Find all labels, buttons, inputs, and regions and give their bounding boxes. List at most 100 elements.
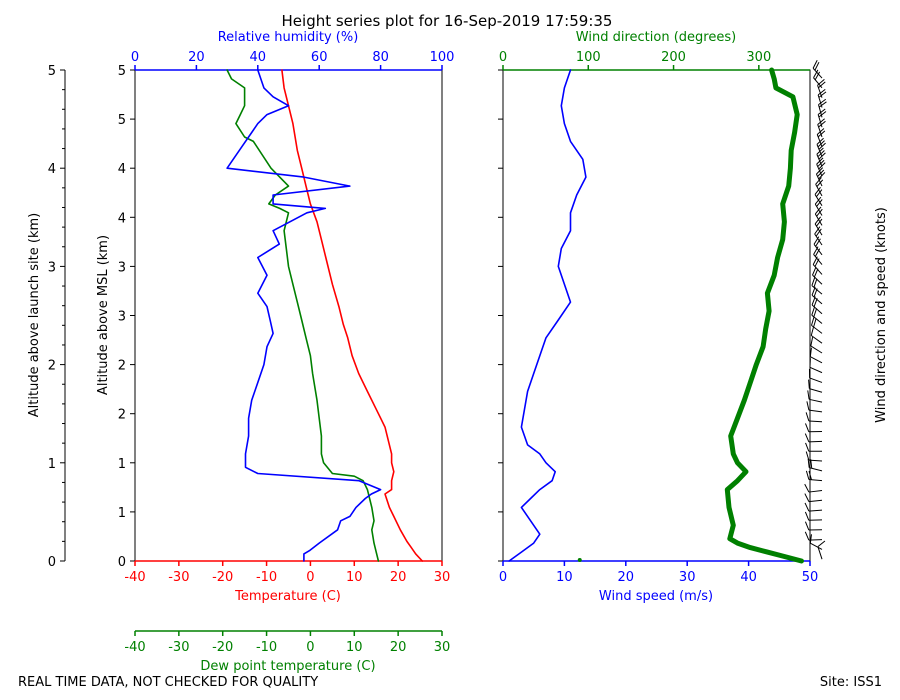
speed-ticks: 0 10 20 30 40 50 — [499, 561, 818, 585]
barb-staff — [808, 499, 823, 503]
barb-flag — [812, 60, 818, 69]
barb-flag — [818, 81, 826, 89]
rh-tick-label: 20 — [188, 50, 205, 65]
barb-staff — [810, 542, 823, 550]
barb-flag — [804, 531, 810, 541]
barb-staff — [810, 345, 823, 354]
dew-tick-label: -20 — [212, 640, 233, 655]
msl-altitude-ticks: 0 1 1 2 2 3 3 4 4 5 5 — [118, 64, 135, 570]
barb-staff — [813, 243, 823, 256]
temp-tick-label: 20 — [390, 570, 407, 585]
wind-speed-line — [508, 69, 587, 562]
dir-tick-label: 100 — [576, 50, 601, 65]
wind-panel: 0 10 20 30 40 50 0 100 200 300 Wind speed (m/s) … — [498, 30, 889, 604]
dew-tick-label: -30 — [168, 640, 189, 655]
x-dir-label: Wind direction (degrees) — [576, 30, 736, 45]
barb-staff — [817, 546, 823, 560]
wind-series — [508, 67, 804, 564]
barb-flag — [810, 337, 814, 347]
barb-flag — [814, 61, 820, 71]
thermo-plot-frame — [134, 69, 443, 562]
chart-title: Height series plot for 16-Sep-2019 17:59… — [282, 12, 613, 30]
rh-tick-label: 60 — [311, 50, 328, 65]
msl-tick-label: 1 — [118, 457, 126, 472]
barb-flag — [804, 483, 810, 493]
barb-flag — [804, 511, 810, 521]
barb-flag — [811, 276, 816, 286]
barb-staff — [808, 459, 823, 462]
barb-staff — [808, 539, 823, 541]
direction-start-marker — [577, 558, 582, 562]
barb-flag — [815, 177, 822, 185]
barb-flag — [807, 458, 810, 468]
barb-flag — [807, 390, 810, 400]
dir-tick-label: 0 — [499, 50, 507, 65]
temperature-line — [281, 69, 424, 562]
barb-staff — [808, 479, 823, 482]
msl-tick-label: 3 — [118, 260, 126, 275]
dew-tick-label: 10 — [346, 640, 363, 655]
temp-tick-label: 30 — [434, 570, 451, 585]
dew-tick-label: 20 — [390, 640, 407, 655]
speed-tick-label: 30 — [679, 570, 696, 585]
barb-flag — [818, 120, 826, 128]
barb-staff — [808, 409, 823, 413]
barb-flag — [804, 521, 810, 531]
barb-staff — [809, 366, 823, 374]
temp-tick-label: -30 — [168, 570, 189, 585]
msl-tick-label: 1 — [118, 506, 126, 521]
barb-staff — [808, 420, 823, 423]
msl-tick-label: 3 — [118, 310, 126, 325]
left-tick-label: 4 — [48, 162, 56, 177]
barb-flag — [817, 540, 826, 548]
barb-staff — [810, 356, 823, 364]
barb-flag — [813, 318, 817, 328]
barb-flag — [813, 268, 819, 278]
barb-staff — [813, 254, 823, 265]
msl-tick-label: 2 — [118, 408, 126, 423]
barb-flag — [818, 98, 827, 105]
y-right-label: Wind direction and speed (knots) — [874, 207, 889, 423]
msl-tick-label: 5 — [118, 64, 126, 79]
barb-staff — [808, 509, 823, 512]
barb-flag — [813, 278, 818, 288]
x-speed-label: Wind speed (m/s) — [599, 589, 713, 604]
rh-tick-label: 0 — [131, 50, 139, 65]
barb-staff — [814, 233, 823, 246]
barb-flag — [811, 316, 815, 326]
thermo-panel: 0 1 2 3 4 5 0 1 1 2 2 3 3 4 4 5 5 -40 -30 -20 -10 0 10 20 30 0… — [27, 30, 454, 674]
barb-flag — [814, 226, 821, 235]
barb-flag — [817, 118, 825, 125]
barb-flag — [813, 308, 818, 318]
temp-tick-label: 0 — [306, 570, 314, 585]
msl-tick-label: 4 — [118, 162, 126, 177]
barb-flag — [810, 459, 813, 469]
barb-flag — [806, 401, 810, 411]
barb-flag — [812, 266, 817, 276]
barb-flag — [814, 216, 822, 225]
barb-flag — [817, 88, 826, 96]
humidity-ticks: 0 20 40 60 80 100 — [131, 50, 454, 70]
barb-flag — [818, 91, 827, 98]
dew-tick-label: 0 — [306, 640, 314, 655]
rh-tick-label: 80 — [372, 50, 389, 65]
barb-flag — [805, 442, 810, 452]
barb-flag — [809, 347, 812, 357]
temp-tick-label: -10 — [256, 570, 277, 585]
barb-flag — [814, 206, 822, 215]
barb-staff — [809, 388, 823, 393]
barb-flag — [804, 433, 810, 443]
wind-barbs — [804, 60, 827, 560]
barb-staff — [809, 467, 823, 472]
barb-flag — [816, 179, 824, 187]
temp-tick-label: 10 — [346, 570, 363, 585]
barb-flag — [816, 199, 823, 207]
dew-tick-label: -10 — [256, 640, 277, 655]
barb-flag — [816, 189, 823, 198]
barb-flag — [804, 502, 810, 512]
barb-flag — [817, 108, 826, 115]
temperature-ticks: -40 -30 -20 -10 0 10 20 30 — [124, 561, 450, 585]
dewpoint-ticks: -40 -30 -20 -10 0 10 20 30 — [124, 631, 450, 655]
speed-tick-label: 40 — [740, 570, 757, 585]
